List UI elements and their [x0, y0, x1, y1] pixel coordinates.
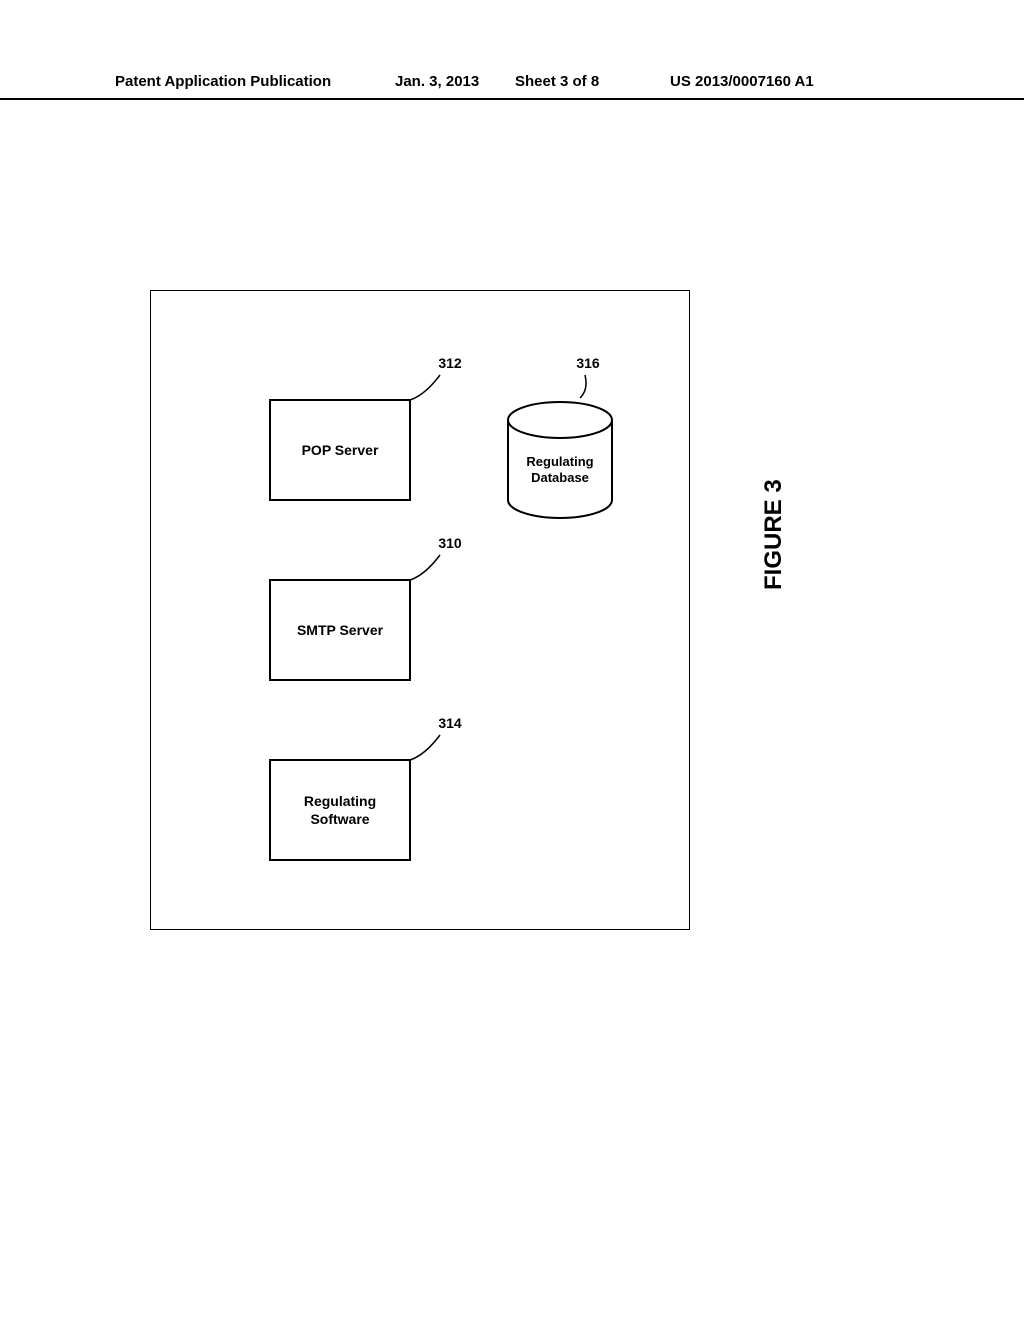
box-reg [270, 760, 410, 860]
sheet-label: Sheet 3 of 8 [515, 73, 599, 90]
cylinder-label-2: Database [531, 470, 589, 485]
figure-label: FIGURE 3 [760, 479, 788, 590]
cylinder-label-1: Regulating [526, 454, 593, 469]
ref-cylinder: 316 [576, 355, 600, 371]
box-label-reg-1: Regulating [304, 793, 376, 809]
box-label-reg-2: Software [310, 811, 369, 827]
page: Patent Application Publication Jan. 3, 2… [0, 0, 1024, 1320]
box-label-smtp: SMTP Server [297, 622, 384, 638]
ref-reg: 314 [438, 715, 462, 731]
publication-label: Patent Application Publication [115, 73, 331, 90]
figure-svg: POP Server 312 SMTP Server 310 Regulating Sof… [150, 290, 690, 930]
page-header: Patent Application Publication Jan. 3, 2… [0, 70, 1024, 100]
cylinder-top [508, 402, 612, 438]
box-label-pop: POP Server [302, 442, 379, 458]
ref-pop: 312 [438, 355, 462, 371]
publication-number: US 2013/0007160 A1 [670, 73, 814, 90]
ref-smtp: 310 [438, 535, 462, 551]
publication-date: Jan. 3, 2013 [395, 73, 479, 90]
diagram-container: POP Server 312 SMTP Server 310 Regulating Sof… [150, 290, 690, 930]
